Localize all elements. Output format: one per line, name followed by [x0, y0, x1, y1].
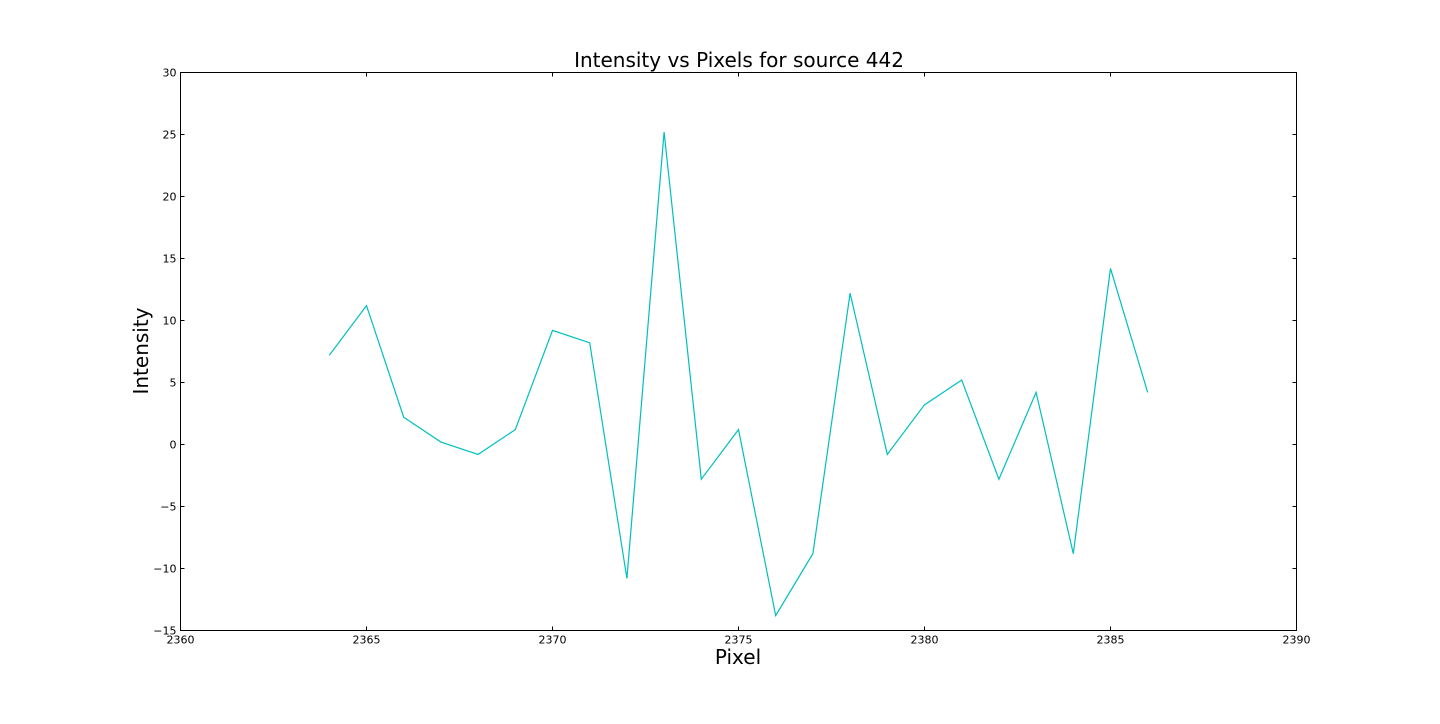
y-tick-label: 10: [163, 315, 177, 328]
y-tick-label: −5: [160, 501, 176, 514]
x-tick-label: 2370: [539, 634, 567, 647]
plot-frame: [180, 72, 1297, 631]
y-tick-label: −10: [153, 563, 176, 576]
y-tick-label: 20: [163, 191, 177, 204]
data-series: [328, 131, 1149, 618]
x-tick-label: 2390: [1283, 634, 1311, 647]
x-tick-label: 2375: [725, 634, 753, 647]
x-axis-label: Pixel: [715, 645, 761, 669]
series-line: [328, 131, 1149, 618]
chart-title: Intensity vs Pixels for source 442: [574, 48, 904, 72]
y-tick-label: −15: [153, 625, 176, 638]
x-tick-label: 2380: [911, 634, 939, 647]
y-tick-label: 30: [163, 67, 177, 80]
y-tick-label: 0: [170, 439, 177, 452]
y-axis-label: Intensity: [129, 307, 153, 394]
y-tick-label: 5: [170, 377, 177, 390]
x-tick-label: 2360: [167, 634, 195, 647]
x-tick-label: 2385: [1097, 634, 1125, 647]
y-tick-label: 15: [163, 253, 177, 266]
axis-ticks: 2360 2365 2370 2375 2380 2385 2390 −15 −10 −5 0 5 10…: [153, 67, 1310, 647]
x-tick-label: 2365: [353, 634, 381, 647]
y-tick-label: 25: [163, 129, 177, 142]
